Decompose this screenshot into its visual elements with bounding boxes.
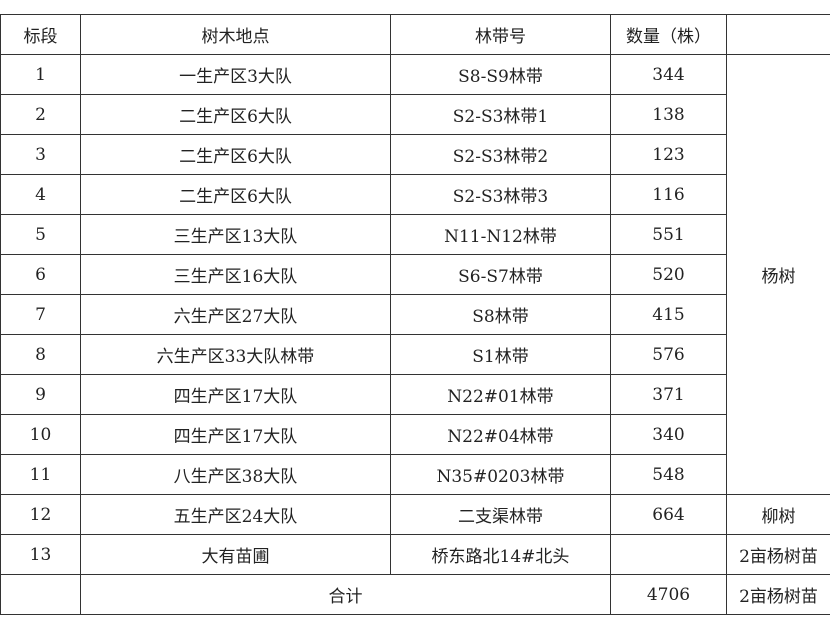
count-cell: 576 [610, 334, 727, 375]
segment-cell: 1 [0, 54, 81, 95]
header-belt: 林带号 [390, 14, 611, 55]
tree-table: 标段 树木地点 林带号 数量（株） 1 一生产区3大队 S8-S9林带 344 杨树 2 二… [0, 14, 830, 615]
segment-cell: 4 [0, 174, 81, 215]
table-row: 3 二生产区6大队 S2-S3林带2 123 [0, 134, 830, 175]
count-cell: 548 [610, 454, 727, 495]
count-cell: 123 [610, 134, 727, 175]
segment-cell: 6 [0, 254, 81, 295]
belt-cell: N11-N12林带 [390, 214, 611, 255]
belt-cell: 桥东路北14#北头 [390, 534, 611, 575]
count-cell: 340 [610, 414, 727, 455]
belt-cell: S2-S3林带1 [390, 94, 611, 135]
segment-cell: 8 [0, 334, 81, 375]
belt-cell: S8林带 [390, 294, 611, 335]
location-cell: 四生产区17大队 [80, 414, 391, 455]
location-cell: 六生产区27大队 [80, 294, 391, 335]
header-location: 树木地点 [80, 14, 391, 55]
total-label: 合计 [80, 574, 611, 615]
count-cell: 551 [610, 214, 727, 255]
count-cell: 371 [610, 374, 727, 415]
table-row: 5 三生产区13大队 N11-N12林带 551 [0, 214, 830, 255]
table-row: 6 三生产区16大队 S6-S7林带 520 [0, 254, 830, 295]
count-cell: 664 [610, 494, 727, 535]
belt-cell: N22#01林带 [390, 374, 611, 415]
segment-cell: 7 [0, 294, 81, 335]
belt-cell: 二支渠林带 [390, 494, 611, 535]
species-cell: 杨树 [726, 54, 830, 495]
table-row: 9 四生产区17大队 N22#01林带 371 [0, 374, 830, 415]
segment-cell: 11 [0, 454, 81, 495]
count-cell [610, 534, 727, 575]
header-species [726, 14, 830, 55]
count-cell: 116 [610, 174, 727, 215]
table-row: 4 二生产区6大队 S2-S3林带3 116 [0, 174, 830, 215]
segment-cell: 3 [0, 134, 81, 175]
belt-cell: S6-S7林带 [390, 254, 611, 295]
table-row: 1 一生产区3大队 S8-S9林带 344 杨树 [0, 54, 830, 495]
total-count: 4706 [610, 574, 727, 615]
segment-cell: 12 [0, 494, 81, 535]
table-row: 8 六生产区33大队林带 S1林带 576 [0, 334, 830, 375]
segment-cell: 2 [0, 94, 81, 135]
table-row: 11 八生产区38大队 N35#0203林带 548 [0, 454, 830, 495]
table-row: 2 二生产区6大队 S2-S3林带1 138 [0, 94, 830, 135]
total-row: 合计 4706 2亩杨树苗 [0, 574, 830, 615]
table-row: 12 五生产区24大队 二支渠林带 664 柳树 [0, 494, 830, 535]
count-cell: 344 [610, 54, 727, 95]
belt-cell: S2-S3林带2 [390, 134, 611, 175]
location-cell: 三生产区13大队 [80, 214, 391, 255]
header-segment: 标段 [0, 14, 81, 55]
location-cell: 二生产区6大队 [80, 94, 391, 135]
segment-cell: 10 [0, 414, 81, 455]
belt-cell: S1林带 [390, 334, 611, 375]
count-cell: 138 [610, 94, 727, 135]
count-cell: 415 [610, 294, 727, 335]
species-cell: 2亩杨树苗 [726, 534, 830, 575]
segment-cell: 9 [0, 374, 81, 415]
table-row: 13 大有苗圃 桥东路北14#北头 2亩杨树苗 [0, 534, 830, 575]
belt-cell: N22#04林带 [390, 414, 611, 455]
location-cell: 二生产区6大队 [80, 134, 391, 175]
location-cell: 三生产区16大队 [80, 254, 391, 295]
total-note: 2亩杨树苗 [726, 574, 830, 615]
table-row: 7 六生产区27大队 S8林带 415 [0, 294, 830, 335]
location-cell: 一生产区3大队 [80, 54, 391, 95]
location-cell: 五生产区24大队 [80, 494, 391, 535]
location-cell: 四生产区17大队 [80, 374, 391, 415]
location-cell: 六生产区33大队林带 [80, 334, 391, 375]
header-row: 标段 树木地点 林带号 数量（株） [0, 14, 830, 55]
belt-cell: N35#0203林带 [390, 454, 611, 495]
location-cell: 二生产区6大队 [80, 174, 391, 215]
location-cell: 大有苗圃 [80, 534, 391, 575]
belt-cell: S2-S3林带3 [390, 174, 611, 215]
count-cell: 520 [610, 254, 727, 295]
species-cell: 柳树 [726, 494, 830, 535]
header-count: 数量（株） [610, 14, 727, 55]
location-cell: 八生产区38大队 [80, 454, 391, 495]
total-empty-cell [0, 574, 81, 615]
segment-cell: 5 [0, 214, 81, 255]
table-row: 10 四生产区17大队 N22#04林带 340 [0, 414, 830, 455]
segment-cell: 13 [0, 534, 81, 575]
belt-cell: S8-S9林带 [390, 54, 611, 95]
